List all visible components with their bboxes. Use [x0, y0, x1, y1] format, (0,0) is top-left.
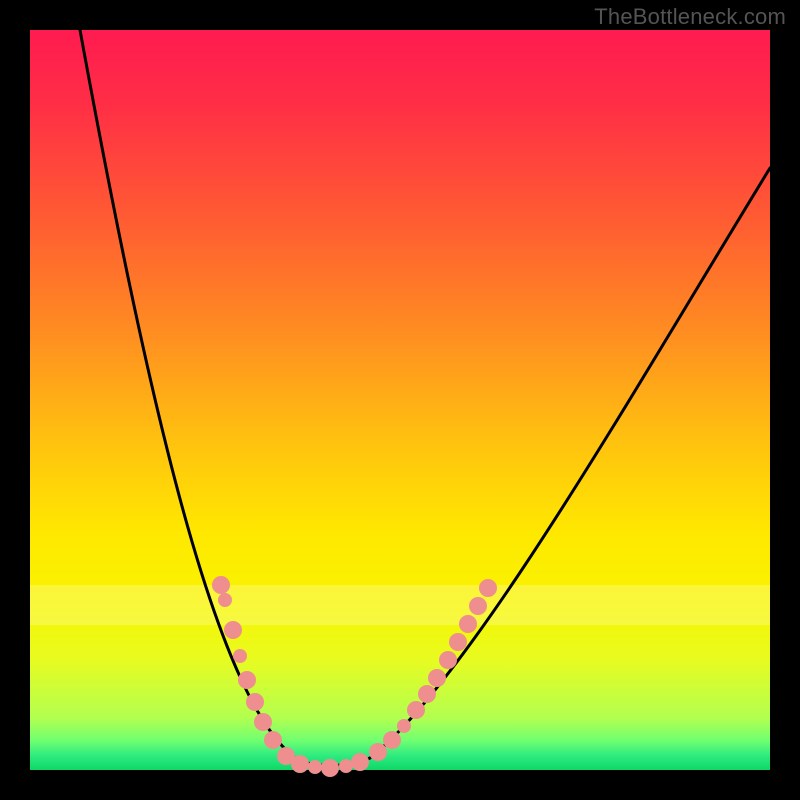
data-dot — [218, 593, 232, 607]
data-dot — [459, 615, 477, 633]
data-dot — [449, 633, 467, 651]
data-dot — [308, 760, 322, 774]
data-dot — [224, 621, 242, 639]
data-dot — [291, 755, 309, 773]
data-dot — [254, 713, 272, 731]
data-dot — [439, 651, 457, 669]
v-curve — [80, 30, 770, 766]
data-dot — [369, 743, 387, 761]
data-dot — [469, 597, 487, 615]
data-dot — [321, 759, 339, 777]
data-dot — [407, 701, 425, 719]
curve-svg-layer — [0, 0, 800, 800]
data-dot — [339, 759, 353, 773]
data-dot — [351, 753, 369, 771]
data-dot — [238, 671, 256, 689]
data-dot — [264, 731, 282, 749]
data-dot — [246, 693, 264, 711]
data-dot — [397, 719, 411, 733]
chart-container: TheBottleneck.com — [0, 0, 800, 800]
data-dot — [212, 576, 230, 594]
data-dot — [428, 669, 446, 687]
data-dot — [418, 685, 436, 703]
pale-band — [30, 585, 770, 625]
data-dot — [233, 649, 247, 663]
data-dot — [383, 731, 401, 749]
data-dot — [479, 579, 497, 597]
